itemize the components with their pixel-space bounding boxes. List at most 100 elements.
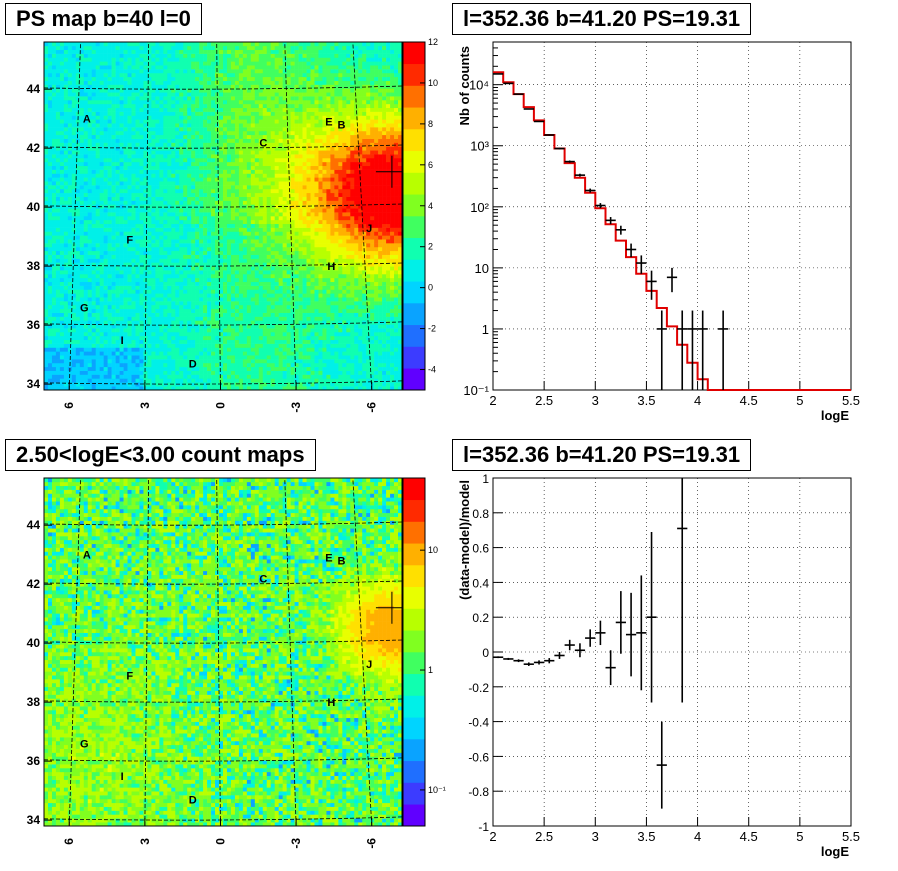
map-pixel — [171, 308, 176, 313]
map-pixel — [79, 374, 85, 379]
map-pixel — [75, 293, 81, 298]
map-pixel — [191, 181, 196, 186]
map-pixel — [159, 57, 164, 62]
map-pixel — [219, 243, 224, 248]
map-pixel — [219, 200, 224, 205]
map-pixel — [179, 119, 184, 124]
map-pixel — [187, 192, 192, 197]
map-pixel — [75, 142, 81, 147]
map-pixel — [246, 127, 252, 132]
map-pixel — [139, 177, 144, 182]
map-pixel — [195, 343, 200, 348]
map-pixel — [127, 42, 132, 47]
map-pixel — [238, 103, 244, 109]
map-pixel — [262, 235, 268, 240]
map-pixel — [215, 212, 220, 217]
map-pixel — [234, 239, 240, 244]
map-pixel — [207, 142, 212, 147]
map-pixel — [187, 362, 192, 368]
map-pixel — [44, 328, 49, 333]
map-pixel — [107, 297, 112, 302]
map-pixel — [223, 196, 228, 201]
map-pixel — [147, 61, 152, 66]
map-pixel — [219, 111, 224, 116]
map-pixel — [59, 243, 65, 248]
map-pixel — [211, 339, 216, 344]
map-pixel — [195, 100, 200, 105]
map-pixel — [211, 158, 216, 163]
map-pixel — [59, 347, 65, 352]
map-pixel — [103, 227, 108, 232]
map-pixel — [87, 301, 93, 306]
map-pixel — [127, 293, 132, 298]
map-pixel — [127, 107, 132, 112]
map-pixel — [107, 227, 112, 232]
map-pixel — [127, 119, 132, 124]
map-pixel — [147, 258, 152, 263]
map-pixel — [91, 304, 97, 310]
map-pixel — [246, 69, 252, 74]
map-pixel — [203, 212, 208, 217]
map-pixel — [63, 169, 69, 174]
map-pixel — [47, 84, 53, 89]
map-pixel — [127, 281, 132, 286]
map-pixel — [242, 188, 248, 194]
map-pixel — [230, 316, 236, 321]
map-pixel — [123, 69, 128, 74]
map-pixel — [91, 130, 97, 136]
map-pixel — [207, 103, 212, 109]
map-pixel — [139, 84, 144, 89]
map-pixel — [59, 231, 65, 236]
map-pixel — [87, 188, 93, 194]
map-pixel — [47, 366, 53, 371]
map-pixel — [258, 223, 264, 228]
map-pixel — [215, 335, 220, 341]
map-pixel — [151, 370, 156, 375]
map-pixel — [47, 208, 53, 213]
map-pixel — [234, 246, 240, 252]
map-pixel — [91, 88, 97, 93]
map-pixel — [203, 366, 208, 371]
map-pixel — [175, 293, 180, 298]
map-pixel — [242, 161, 248, 167]
map-pixel — [262, 274, 268, 279]
map-pixel — [59, 378, 65, 383]
map-pixel — [87, 355, 93, 360]
map-pixel — [139, 343, 144, 348]
map-pixel — [163, 386, 168, 391]
map-pixel — [44, 45, 49, 51]
map-pixel — [87, 366, 93, 371]
map-pixel — [187, 200, 192, 205]
map-pixel — [238, 80, 244, 85]
map-pixel — [195, 289, 200, 294]
map-pixel — [79, 324, 85, 329]
map-pixel — [47, 250, 53, 255]
map-pixel — [91, 134, 97, 139]
map-pixel — [242, 111, 248, 116]
map-pixel — [171, 285, 176, 290]
map-pixel — [250, 285, 256, 290]
map-pixel — [107, 185, 112, 190]
map-pixel — [107, 332, 112, 337]
map-pixel — [75, 154, 81, 159]
map-pixel — [234, 316, 240, 321]
map-pixel — [59, 312, 65, 317]
map-pixel — [139, 223, 144, 228]
map-pixel — [83, 258, 89, 263]
map-pixel — [219, 150, 224, 155]
map-pixel — [91, 374, 97, 379]
map-pixel — [115, 150, 120, 155]
map-pixel — [171, 316, 176, 321]
map-pixel — [143, 61, 148, 66]
map-pixel — [183, 134, 188, 139]
map-pixel — [51, 216, 57, 221]
map-pixel — [75, 235, 81, 240]
map-pixel — [167, 343, 172, 348]
map-pixel — [47, 316, 53, 321]
map-pixel — [258, 312, 264, 317]
map-pixel — [234, 301, 240, 306]
map-pixel — [242, 88, 248, 93]
map-pixel — [99, 243, 104, 248]
map-pixel — [238, 312, 244, 317]
map-pixel — [139, 185, 144, 190]
